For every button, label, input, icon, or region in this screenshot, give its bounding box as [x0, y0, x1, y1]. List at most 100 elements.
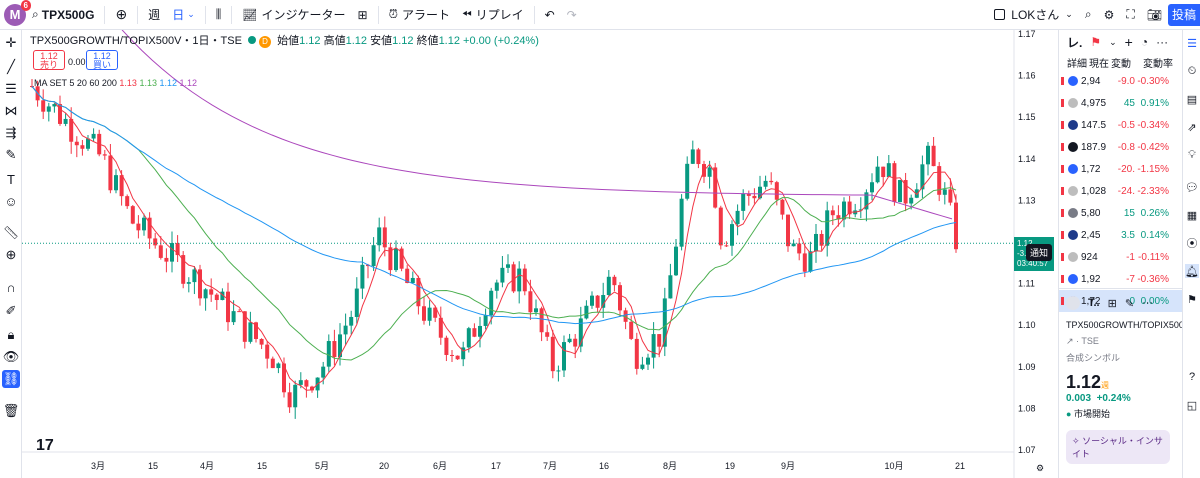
alert-button[interactable]: ⏰︎ アラート [388, 7, 450, 22]
flag-marker[interactable] [1061, 297, 1064, 305]
flag-marker[interactable] [1061, 187, 1064, 195]
news-icon[interactable]: ▤ [1186, 93, 1198, 106]
watchlist-row[interactable]: 1,92 -7 -0.36% [1059, 268, 1182, 290]
fullscreen-button[interactable]: ⛶ [1120, 0, 1140, 30]
layers-icon[interactable]: ◱ [1186, 399, 1198, 412]
symbol-logo-icon [1068, 142, 1078, 152]
hotlist-icon[interactable]: ⚑ [1187, 293, 1197, 306]
candle-body [679, 198, 684, 247]
candle-body [808, 251, 813, 272]
flag-marker[interactable] [1061, 209, 1064, 217]
ruler-icon[interactable]: 📏︎ [2, 225, 20, 240]
pattern-icon[interactable]: ⋈ [4, 103, 18, 118]
watchlist-row[interactable]: 2,94 -9.0 -0.30% [1059, 70, 1182, 92]
broadcast-icon[interactable]: ⦿ [1186, 238, 1198, 250]
candle-body [326, 341, 331, 367]
layouts-button[interactable]: ⊞ [352, 0, 374, 30]
flag-marker[interactable] [1061, 165, 1064, 173]
external-link-icon[interactable]: ↗ [1066, 336, 1074, 346]
link-icon[interactable]: ⛓ [2, 370, 20, 388]
more-icon[interactable]: ··· [1142, 297, 1154, 309]
text-icon[interactable]: T [7, 171, 15, 187]
interval-day[interactable]: 日 ⌄ [172, 8, 195, 22]
flag-marker[interactable] [1061, 121, 1064, 129]
settings-button[interactable]: ⚙ [1098, 0, 1121, 30]
add-symbol-icon[interactable]: + [1124, 34, 1133, 50]
watchlist-row[interactable]: 4,975 45 0.91% [1059, 92, 1182, 114]
indicators-button[interactable]: 📈︎ インジケーター [242, 7, 346, 23]
flag-marker[interactable] [1061, 231, 1064, 239]
prediction-icon[interactable]: ⇶ [5, 125, 17, 140]
lock-icon[interactable]: 🔒︎ [7, 327, 15, 342]
col-detail[interactable]: 詳細 [1067, 58, 1087, 70]
watchlist-row[interactable]: 924 -1 -0.11% [1059, 246, 1182, 268]
emoji-icon[interactable]: ☺ [4, 193, 18, 209]
replay-button[interactable]: ⏪︎ リプレイ [461, 7, 524, 22]
watchlist-row[interactable]: 187.9 -0.8 -0.42% [1059, 136, 1182, 158]
detail-short-name[interactable]: T.. [1088, 297, 1100, 309]
flag-marker[interactable] [1061, 275, 1064, 283]
candle-body [310, 386, 314, 391]
eye-icon[interactable]: 👁︎ [2, 349, 20, 364]
watchlist-row[interactable]: 1,72 -20. -1.15% [1059, 158, 1182, 180]
sell-button[interactable]: 1.12 売り [33, 50, 65, 70]
watchlist-row[interactable]: 1,028 -24. -2.33% [1059, 180, 1182, 202]
grid-icon[interactable]: ⊞ [1107, 297, 1117, 310]
trends-icon[interactable]: ⇗ [1187, 121, 1197, 134]
social-insight-button[interactable]: ✧ ソーシャル・インサイト [1066, 430, 1170, 464]
detail-exchange: TSE [1081, 336, 1099, 346]
flag-icon[interactable]: ⚑ [1090, 35, 1102, 49]
symbol-title[interactable]: TPX500GROWTH/TOPIX500V・1日・TSE [30, 35, 242, 47]
advanced-view-icon[interactable]: ◔ [1140, 35, 1149, 49]
bell-icon[interactable]: 🔔︎ [1185, 264, 1199, 278]
col-change-pct[interactable]: 変動率 [1143, 58, 1173, 70]
time-tick-label: 3月 [91, 461, 105, 471]
symbol-search[interactable]: ⌕ TPX500G [32, 7, 95, 22]
watchlist-row[interactable]: 2,45 3.5 0.14% [1059, 224, 1182, 246]
candle-body [427, 307, 432, 321]
publish-button[interactable]: 投稿 [1167, 3, 1200, 26]
flag-marker[interactable] [1061, 143, 1064, 151]
watchlist-name[interactable]: レ. [1067, 35, 1083, 50]
idea-icon[interactable]: 💡︎ [1188, 148, 1196, 161]
candle-body [388, 247, 393, 271]
interval-week[interactable]: 週 [148, 8, 161, 22]
flag-marker[interactable] [1061, 99, 1064, 107]
chevron-down-icon[interactable]: ⌄ [1109, 36, 1117, 47]
help-icon[interactable]: ? [1188, 371, 1196, 383]
chart-type-button[interactable]: ⫼ [210, 0, 228, 30]
watchlist-row[interactable]: 147.5 -0.5 -0.34% [1059, 114, 1182, 136]
undo-button[interactable]: ↶ [539, 0, 561, 30]
price-tick-label: 1.09 [1018, 362, 1036, 372]
more-icon[interactable]: ··· [1156, 35, 1169, 49]
ma-legend[interactable]: MA SET 5 20 60 200 1.13 1.13 1.12 1.12 [34, 78, 198, 88]
candle-body [461, 347, 466, 360]
fib-icon[interactable]: ☰ [5, 81, 17, 96]
crosshair-icon[interactable]: ✛ [5, 35, 17, 50]
flag-marker[interactable] [1061, 253, 1064, 261]
chat-icon[interactable]: 💬︎ [1185, 181, 1199, 194]
calendar-icon[interactable]: ▦ [1186, 209, 1198, 222]
price-chart[interactable]: 1.171.161.151.141.131.121.111.101.091.08… [22, 30, 1058, 478]
magnet-icon[interactable]: ∩ [6, 279, 16, 295]
snapshot-button[interactable]: 📷︎ [1141, 0, 1168, 30]
col-change[interactable]: 変動 [1111, 58, 1131, 70]
layout-name-button[interactable]: LOKさん ⌄ [988, 0, 1079, 30]
edit-icon[interactable]: ✎ [1124, 297, 1135, 310]
brush-icon[interactable]: ✎ [5, 147, 17, 162]
col-price[interactable]: 現在 [1089, 58, 1109, 70]
buy-button[interactable]: 1.12 買い [86, 50, 118, 70]
flag-marker[interactable] [1061, 77, 1064, 85]
watchlist-icon[interactable]: ☰ [1187, 37, 1197, 50]
price-tick-label: 1.11 [1018, 279, 1035, 289]
redo-button[interactable]: ↷ [561, 0, 583, 30]
watchlist-row[interactable]: 5,80 15 0.26% [1059, 202, 1182, 224]
clock-icon[interactable]: ⏲ [1187, 64, 1197, 77]
pencil-lock-icon[interactable]: ✐ [5, 303, 17, 318]
compare-button[interactable]: ⊕ [109, 0, 133, 30]
zoom-icon[interactable]: ⊕ [5, 247, 17, 262]
trash-icon[interactable]: 🗑︎ [2, 403, 20, 418]
trendline-icon[interactable]: ╱ [7, 59, 15, 74]
quick-search-button[interactable]: ⌕ [1079, 0, 1098, 30]
